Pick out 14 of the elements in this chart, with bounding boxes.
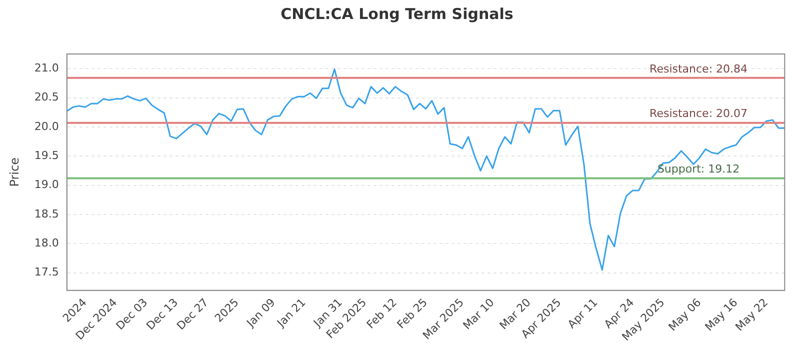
ref-line-label: Resistance: 20.07	[650, 107, 748, 120]
y-tick-label: 20.0	[34, 120, 59, 133]
y-tick-label: 19.0	[34, 178, 59, 192]
y-tick-label: 18.5	[34, 207, 59, 220]
y-axis-title: Price	[7, 158, 22, 187]
y-tick-label: 18.0	[34, 236, 59, 250]
y-tick-label: 19.5	[34, 148, 59, 162]
y-tick-label: 21.0	[34, 61, 59, 74]
x-tick-label: Apr 11	[565, 296, 600, 331]
y-tick-label: 20.5	[34, 90, 59, 104]
ref-line-label: Resistance: 20.84	[650, 62, 748, 76]
ref-line-label: Support: 19.12	[657, 162, 740, 176]
chart-title: CNCL:CA Long Term Signals	[280, 4, 514, 23]
y-tick-label: 17.5	[34, 266, 59, 279]
